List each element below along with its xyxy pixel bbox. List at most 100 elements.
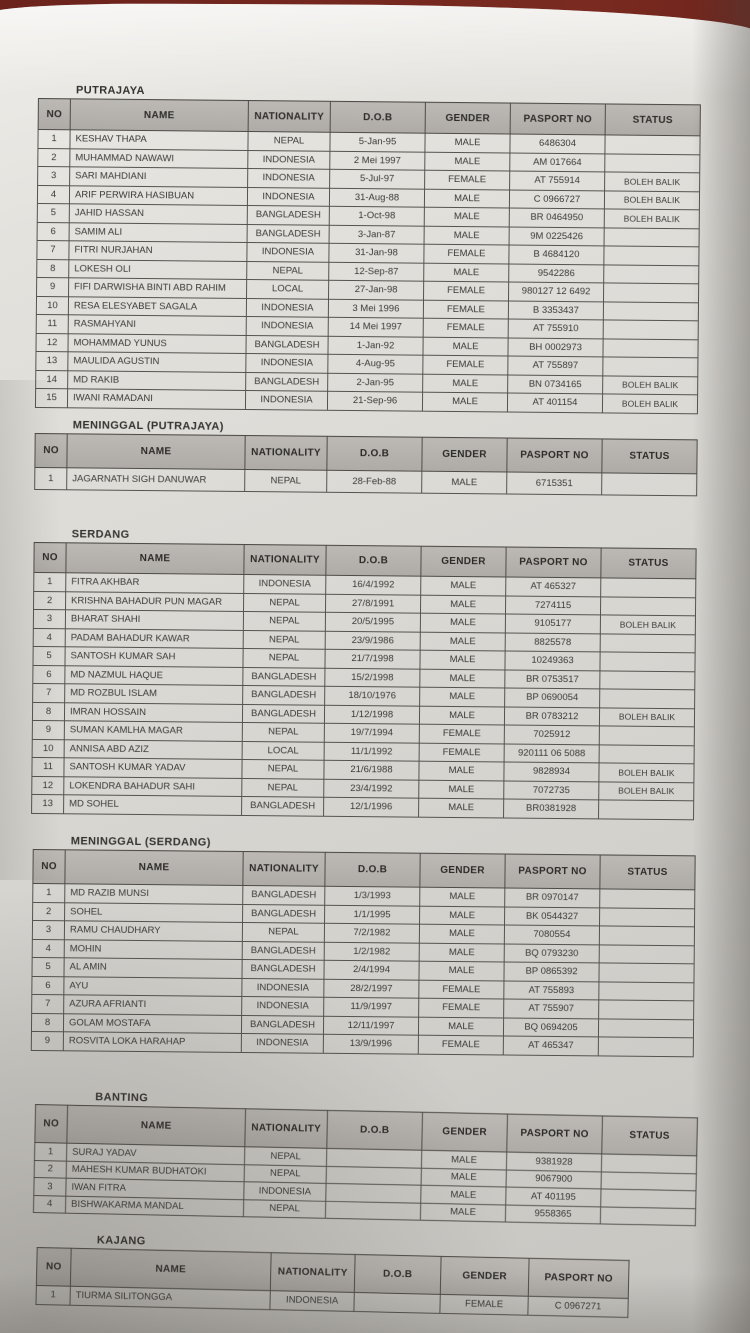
cell-nationality: NEPAL <box>244 469 327 493</box>
cell-status: BOLEH BALIK <box>599 707 695 727</box>
cell-name: FITRI NURJAHAN <box>68 240 248 261</box>
column-header-gender: GENDER <box>440 1256 530 1297</box>
cell-nationality: LOCAL <box>242 740 325 761</box>
column-header-name: NAME <box>70 1248 272 1291</box>
banting-table: NO NAME NATIONALITY D.O.B GENDER PASPORT NO ST… <box>33 1104 698 1226</box>
cell-gender: FEMALE <box>423 244 510 264</box>
cell-dob: 28/2/1997 <box>323 978 419 999</box>
cell-status <box>598 799 694 820</box>
cell-gender: MALE <box>424 207 510 227</box>
cell-no: 1 <box>35 1285 71 1306</box>
cell-name: MUHAMMAD NAWAWI <box>69 148 248 169</box>
cell-dob <box>326 1148 422 1168</box>
cell-status: BOLEH BALIK <box>602 375 698 395</box>
cell-pasport-no: 7080554 <box>504 924 600 945</box>
cell-gender: FEMALE <box>422 355 508 375</box>
cell-pasport-no: 10249363 <box>504 650 601 671</box>
cell-pasport-no: 9542286 <box>508 263 604 283</box>
cell-pasport-no: AM 017664 <box>509 152 605 172</box>
cell-no: 5 <box>31 957 65 977</box>
cell-dob: 5-Jan-95 <box>329 132 426 152</box>
cell-gender: MALE <box>424 225 510 246</box>
cell-dob: 11/1/1992 <box>324 741 420 762</box>
cell-nationality: BANGLADESH <box>247 223 330 244</box>
cell-pasport-no: BR 0464950 <box>509 208 605 228</box>
cell-name: RESA ELESYABET SAGALA <box>68 296 247 317</box>
cell-dob: 3 Mei 1996 <box>328 298 424 319</box>
cell-no: 9 <box>36 277 69 297</box>
cell-status: BOLEH BALIK <box>602 393 698 414</box>
cell-pasport-no: C 0967271 <box>527 1296 629 1318</box>
section-meninggal-putrajaya: MENINGGAL (PUTRAJAYA) NO NAME NATIONALITY D… <box>34 419 698 496</box>
putrajaya-table: NO NAME NATIONALITY D.O.B GENDER PASPORT NO ST… <box>35 98 701 414</box>
cell-no: 4 <box>37 184 70 204</box>
cell-pasport-no: BP 0865392 <box>503 961 600 982</box>
serdang-table: NO NAME NATIONALITY D.O.B GENDER PASPORT NO ST… <box>31 542 697 820</box>
cell-gender: MALE <box>420 631 506 651</box>
cell-nationality: INDONESIA <box>243 1181 327 1201</box>
cell-nationality: NEPAL <box>247 131 331 151</box>
column-header-nationality: NATIONALITY <box>242 851 326 887</box>
cell-status <box>599 888 695 909</box>
cell-name: SANTOSH KUMAR SAH <box>64 646 244 667</box>
cell-name: SAMIM ALI <box>69 222 248 243</box>
cell-gender: FEMALE <box>423 318 509 338</box>
column-header-no: NO <box>33 542 67 573</box>
cell-gender: MALE <box>420 576 506 596</box>
cell-name: SANTOSH KUMAR YADAV <box>63 757 243 778</box>
cell-status <box>600 633 696 653</box>
cell-name: SUMAN KAMLHA MAGAR <box>64 720 243 741</box>
cell-status <box>599 744 695 764</box>
cell-dob: 15/2/1998 <box>324 667 420 688</box>
cell-gender: FEMALE <box>439 1294 529 1316</box>
cell-pasport-no: 9828934 <box>503 761 600 782</box>
cell-name: FIFI DARWISHA BINTI ABD RAHIM <box>68 277 247 298</box>
cell-gender: MALE <box>419 905 505 925</box>
column-header-no: NO <box>36 1247 72 1287</box>
cell-no: 5 <box>32 646 66 666</box>
cell-pasport-no: 7025912 <box>504 724 600 745</box>
cell-pasport-no: AT 755893 <box>503 980 599 1000</box>
cell-status <box>603 264 699 284</box>
cell-gender: MALE <box>419 887 505 907</box>
cell-no: 5 <box>37 203 70 223</box>
cell-dob: 1/12/1998 <box>324 704 420 725</box>
cell-status <box>602 356 698 377</box>
column-header-dob: D.O.B <box>326 1110 423 1151</box>
cell-pasport-no: AT 401195 <box>505 1186 602 1207</box>
cell-nationality: NEPAL <box>244 1164 327 1184</box>
cell-gender: FEMALE <box>424 170 510 190</box>
cell-nationality: NEPAL <box>243 1199 326 1219</box>
cell-no: 2 <box>33 590 66 610</box>
cell-nationality: BANGLADESH <box>242 666 325 687</box>
cell-pasport-no: 7274115 <box>505 595 601 615</box>
meninggal-putrajaya-table: NO NAME NATIONALITY D.O.B GENDER PASPORT NO ST… <box>34 433 698 496</box>
cell-no: 1 <box>37 129 71 149</box>
cell-status <box>602 338 699 358</box>
cell-status <box>599 925 695 946</box>
cell-pasport-no: AT 755910 <box>508 319 604 339</box>
cell-gender: FEMALE <box>418 998 504 1018</box>
cell-no: 6 <box>37 221 70 241</box>
cell-nationality: BANGLADESH <box>241 1014 324 1035</box>
cell-dob: 14 Mei 1997 <box>328 317 424 337</box>
cell-status <box>598 981 694 1001</box>
cell-status: BOLEH BALIK <box>604 190 700 210</box>
cell-nationality: INDONESIA <box>241 1033 324 1053</box>
cell-dob: 21-Sep-96 <box>327 391 423 411</box>
column-header-gender: GENDER <box>420 546 507 577</box>
column-header-pasport-no: PASPORT NO <box>528 1258 630 1299</box>
cell-no: 2 <box>37 147 70 167</box>
cell-nationality: NEPAL <box>242 648 326 668</box>
cell-name: LOKENDRA BAHADUR SAHI <box>63 776 242 797</box>
cell-status <box>599 651 696 672</box>
cell-name: AL AMIN <box>63 957 243 978</box>
cell-dob: 31-Aug-88 <box>329 187 425 208</box>
cell-status: BOLEH BALIK <box>598 762 695 783</box>
cell-name: RASMAHYANI <box>68 314 247 335</box>
cell-dob: 18/10/1976 <box>324 686 420 706</box>
cell-gender: FEMALE <box>419 724 505 744</box>
column-header-dob: D.O.B <box>324 852 421 888</box>
cell-gender: MALE <box>423 262 509 283</box>
cell-pasport-no: BR 0783212 <box>504 706 600 726</box>
